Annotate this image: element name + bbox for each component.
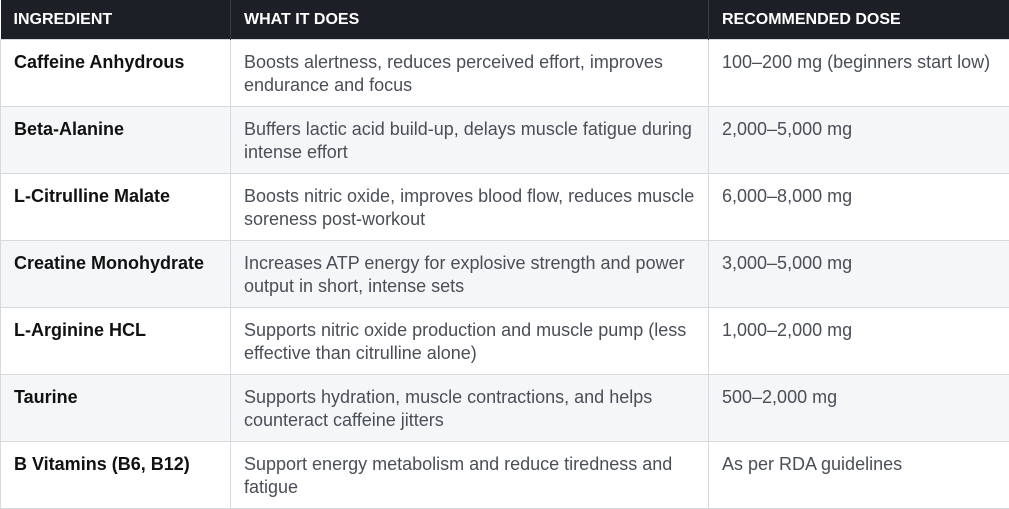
table-cell: Support energy metabolism and reduce tir… — [231, 442, 709, 509]
table-cell: Boosts alertness, reduces perceived effo… — [231, 40, 709, 107]
table-cell: L-Citrulline Malate — [1, 174, 231, 241]
table-cell: Supports hydration, muscle contractions,… — [231, 375, 709, 442]
table-cell: 500–2,000 mg — [709, 375, 1009, 442]
table-cell: Supports nitric oxide production and mus… — [231, 308, 709, 375]
table-cell: 100–200 mg (beginners start low) — [709, 40, 1009, 107]
header-cell: RECOMMENDED DOSE — [709, 0, 1009, 40]
table-cell: Increases ATP energy for explosive stren… — [231, 241, 709, 308]
table-cell: Buffers lactic acid build-up, delays mus… — [231, 107, 709, 174]
header-cell: WHAT IT DOES — [231, 0, 709, 40]
table-cell: Caffeine Anhydrous — [1, 40, 231, 107]
table-cell: 2,000–5,000 mg — [709, 107, 1009, 174]
table-cell: Taurine — [1, 375, 231, 442]
table-cell: Boosts nitric oxide, improves blood flow… — [231, 174, 709, 241]
table-cell: Creatine Monohydrate — [1, 241, 231, 308]
table-cell: As per RDA guidelines — [709, 442, 1009, 509]
header-cell: INGREDIENT — [1, 0, 231, 40]
table-cell: 6,000–8,000 mg — [709, 174, 1009, 241]
table-cell: L-Arginine HCL — [1, 308, 231, 375]
table-cell: 1,000–2,000 mg — [709, 308, 1009, 375]
table-cell: B Vitamins (B6, B12) — [1, 442, 231, 509]
table-cell: Beta-Alanine — [1, 107, 231, 174]
table-row: B Vitamins (B6, B12)Support energy metab… — [1, 442, 1009, 509]
table-cell: 3,000–5,000 mg — [709, 241, 1009, 308]
